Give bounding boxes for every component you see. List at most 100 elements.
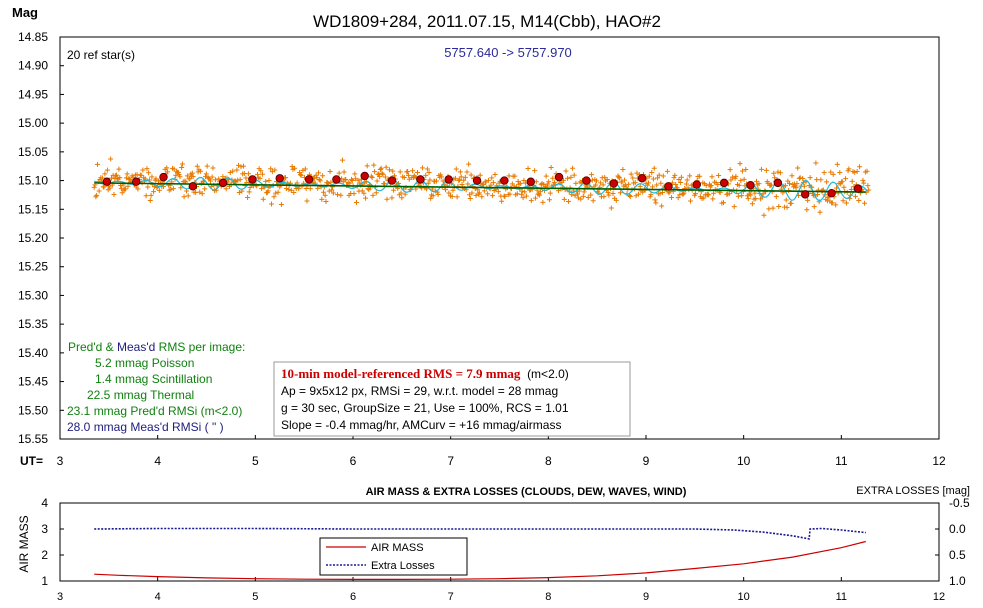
data-point	[565, 199, 571, 205]
data-point	[804, 207, 810, 213]
data-point	[852, 193, 858, 199]
data-point	[453, 166, 459, 172]
data-point	[462, 174, 468, 180]
data-point	[589, 172, 595, 178]
data-point	[390, 168, 396, 174]
data-point	[265, 188, 271, 194]
data-point	[223, 186, 229, 192]
data-point	[706, 192, 712, 198]
data-point	[523, 193, 529, 199]
data-point	[428, 195, 434, 201]
data-point	[846, 166, 852, 172]
data-point	[763, 167, 769, 173]
data-point	[805, 197, 811, 203]
data-point	[119, 190, 125, 196]
data-point	[648, 192, 654, 198]
group-mean-marker	[554, 172, 564, 182]
data-point	[198, 168, 204, 174]
airmass-x-tick-label: 11	[836, 591, 847, 603]
data-point	[784, 204, 790, 210]
data-point	[563, 168, 569, 174]
group-mean-marker	[637, 174, 647, 183]
extra-losses-axis-label: EXTRA LOSSES [mag]	[856, 485, 970, 497]
data-point	[834, 161, 840, 167]
group-mean-marker	[131, 177, 141, 186]
data-point	[570, 165, 576, 171]
data-point	[777, 170, 783, 176]
data-point	[671, 175, 677, 181]
rms-stats-left: Pred'd & Meas'd RMS per image: 5.2 mmag …	[67, 340, 245, 434]
stats-header-amp: &	[106, 340, 114, 354]
data-point	[383, 164, 389, 170]
data-point	[240, 163, 246, 169]
airmass-x-tick-label: 5	[252, 591, 258, 603]
data-point	[782, 183, 788, 189]
data-point	[771, 170, 777, 176]
data-point	[268, 166, 274, 172]
data-point	[580, 193, 586, 199]
data-point	[323, 199, 329, 205]
data-point	[123, 186, 129, 192]
data-point	[374, 178, 380, 184]
data-point	[245, 194, 251, 200]
data-point	[575, 191, 581, 197]
data-point	[146, 170, 152, 176]
data-point	[288, 187, 294, 193]
data-point	[298, 172, 304, 178]
data-point	[588, 192, 594, 198]
data-point	[773, 194, 779, 200]
data-point	[327, 169, 333, 175]
airmass-plot-frame	[59, 502, 940, 582]
data-point	[783, 197, 789, 203]
data-point	[401, 175, 407, 181]
data-point	[815, 192, 821, 198]
data-point	[546, 179, 552, 185]
data-point	[351, 191, 357, 197]
group-mean-marker	[746, 180, 755, 190]
data-point	[465, 181, 471, 187]
data-point	[443, 187, 449, 193]
data-point	[514, 191, 520, 197]
data-point	[617, 175, 623, 181]
data-point	[578, 196, 584, 202]
data-point	[123, 175, 129, 181]
data-point	[660, 173, 666, 179]
data-point	[144, 166, 150, 172]
data-point	[149, 174, 155, 180]
data-point	[378, 165, 384, 171]
data-point	[245, 171, 251, 177]
data-point	[361, 190, 367, 196]
data-point	[456, 177, 462, 183]
data-point	[737, 161, 743, 167]
data-point	[613, 197, 619, 203]
data-point	[537, 189, 543, 195]
data-point	[664, 168, 670, 174]
data-point	[550, 175, 556, 181]
data-point	[521, 178, 527, 184]
data-point	[347, 180, 353, 186]
data-point	[435, 191, 441, 197]
data-point	[210, 165, 216, 171]
data-point	[766, 206, 772, 212]
data-point	[622, 177, 628, 183]
data-point	[856, 197, 862, 203]
data-point	[656, 172, 662, 178]
airmass-x-tick-label: 4	[155, 591, 161, 603]
data-point	[424, 166, 430, 172]
data-point	[182, 178, 188, 184]
data-point	[659, 203, 665, 209]
main-x-tick-label: 5	[252, 454, 259, 468]
data-point	[405, 168, 411, 174]
group-mean-marker	[218, 178, 228, 188]
data-point	[760, 191, 766, 197]
data-point	[156, 187, 162, 193]
data-point	[320, 189, 326, 195]
stats-box-aperture: Ap = 9x5x12 px, RMSi = 29, w.r.t. model …	[281, 384, 558, 398]
data-point	[254, 171, 260, 177]
data-point	[657, 191, 663, 197]
data-point	[473, 192, 479, 198]
stats-scintillation: 1.4 mmag Scintillation	[95, 372, 212, 386]
data-point	[857, 164, 863, 170]
data-point	[627, 194, 633, 200]
